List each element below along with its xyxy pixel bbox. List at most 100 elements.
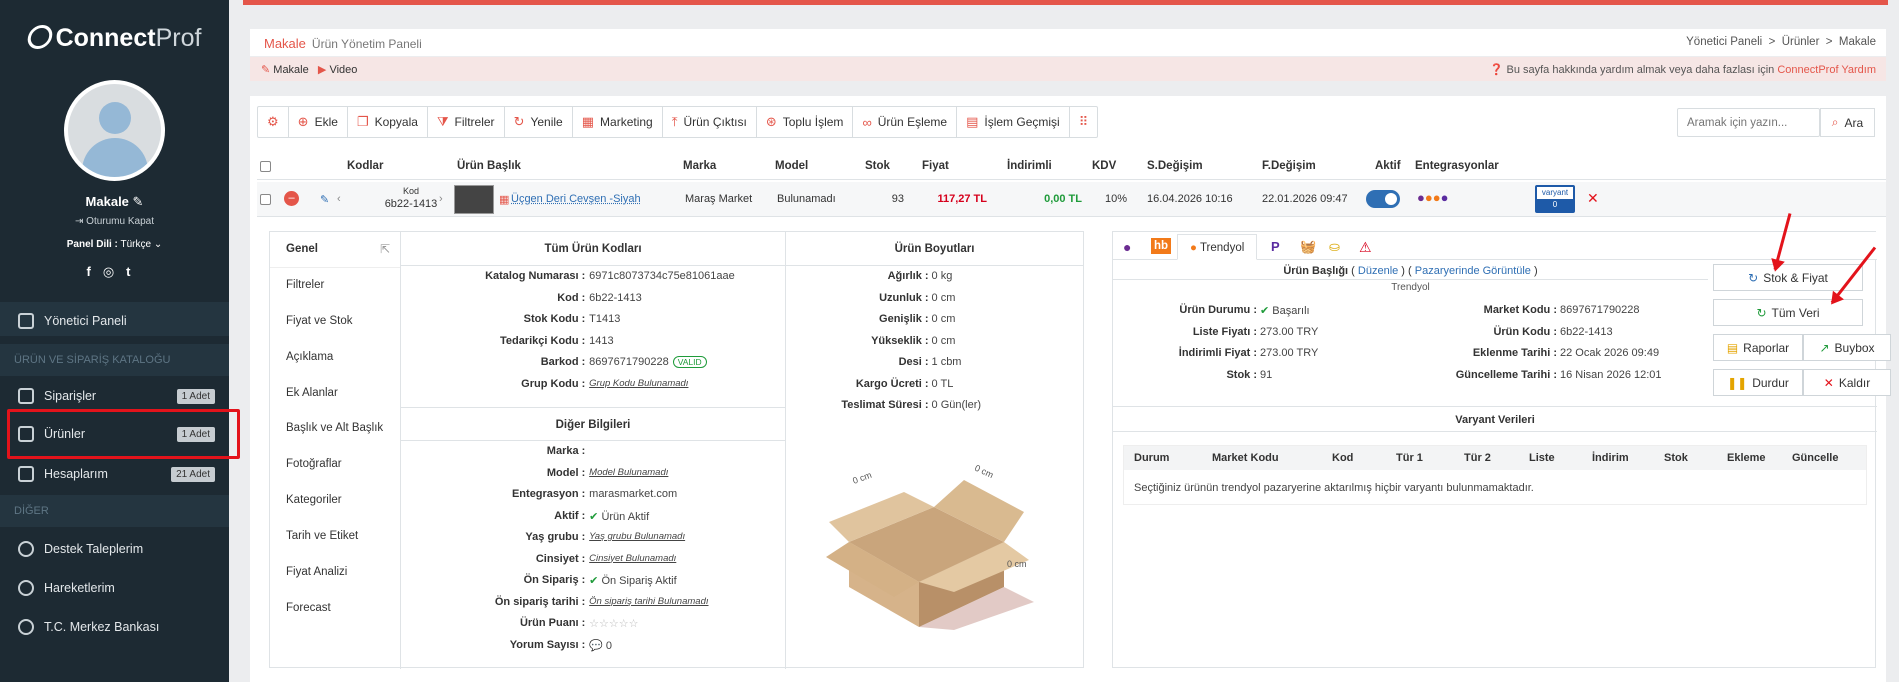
plus-icon: ⊕	[297, 114, 309, 129]
store-icon: ▦	[581, 114, 595, 129]
instagram-icon[interactable]: ◎	[102, 264, 127, 279]
video-link[interactable]: Video	[329, 64, 358, 76]
brand-logo[interactable]: ConnectProf	[0, 24, 229, 53]
variant-col-header[interactable]: Tür 1	[1396, 452, 1423, 464]
variant-col-header[interactable]: Durum	[1134, 452, 1170, 464]
tab-filtreler[interactable]: Filtreler	[286, 278, 325, 291]
sidebar-item-orders[interactable]: Siparişler 1 Adet	[0, 377, 229, 415]
sidebar-item-activity[interactable]: Hareketlerim	[0, 569, 229, 607]
active-toggle[interactable]	[1366, 190, 1400, 208]
col-brand[interactable]: Marka	[683, 160, 717, 172]
sidebar-item-dashboard[interactable]: Yönetici Paneli	[0, 302, 229, 340]
integration-icons[interactable]: ●●●●	[1417, 190, 1448, 205]
product-title-link[interactable]: Üçgen Deri Cevşen -Siyah	[511, 193, 641, 205]
add-button[interactable]: ⊕ Ekle	[289, 107, 348, 137]
sidebar-item-accounts[interactable]: Hesaplarım 21 Adet	[0, 455, 229, 493]
refresh-button[interactable]: ↻ Yenile	[505, 107, 573, 137]
reports-button[interactable]: ▤ Raporlar	[1713, 334, 1803, 361]
tab-forecast[interactable]: Forecast	[286, 601, 331, 614]
col-stock[interactable]: Stok	[865, 160, 890, 172]
help-link[interactable]: ConnectProf Yardım	[1777, 64, 1876, 76]
variant-col-header[interactable]: Ekleme	[1727, 452, 1766, 464]
logout-link[interactable]: ⇥ Oturumu Kapat	[75, 216, 154, 227]
main: Makale Ürün Yönetim Paneli Yönetici Panel…	[243, 0, 1891, 682]
breadcrumb-dashboard[interactable]: Yönetici Paneli	[1686, 36, 1763, 48]
tab-hb[interactable]: hb	[1151, 238, 1172, 254]
variant-col-header[interactable]: Kod	[1332, 452, 1354, 464]
settings-button[interactable]: ⚙	[258, 107, 289, 137]
tab-baslik[interactable]: Başlık ve Alt Başlık	[286, 422, 384, 435]
sidebar-item-products[interactable]: Ürünler 1 Adet	[0, 415, 229, 453]
chevron-left-icon[interactable]: ‹	[337, 193, 341, 205]
marketplace-tab-icon[interactable]: ●	[1123, 239, 1132, 255]
buybox-button[interactable]: ↗ Buybox	[1803, 334, 1891, 361]
search-input[interactable]	[1677, 108, 1820, 137]
row-checkbox[interactable]	[260, 194, 271, 205]
breadcrumb-products[interactable]: Ürünler	[1781, 36, 1820, 48]
sidebar-item-support[interactable]: Destek Taleplerim	[0, 530, 229, 568]
expand-icon[interactable]: ⇱	[380, 242, 391, 256]
col-modified[interactable]: S.Değişim	[1147, 160, 1203, 172]
delete-icon[interactable]: –	[284, 191, 299, 206]
sidebar-item-bank[interactable]: T.C. Merkez Bankası	[0, 608, 229, 646]
avatar[interactable]	[64, 80, 165, 181]
warning-tab-icon[interactable]: ⚠	[1359, 239, 1372, 255]
filters-button[interactable]: ⧩ Filtreler	[428, 107, 505, 137]
col-model[interactable]: Model	[775, 160, 809, 172]
select-all-checkbox[interactable]	[260, 161, 271, 172]
close-icon[interactable]: ✕	[1587, 190, 1599, 206]
bulk-button[interactable]: ⊛ Toplu İşlem	[757, 107, 854, 137]
tab-fiyat-stok[interactable]: Fiyat ve Stok	[286, 314, 353, 327]
col-pmodified[interactable]: F.Değişim	[1262, 160, 1316, 172]
match-button[interactable]: ∞ Ürün Eşleme	[853, 107, 958, 137]
marketing-button[interactable]: ▦ Marketing	[573, 107, 663, 137]
basket-tab-icon[interactable]: 🧺	[1300, 239, 1317, 254]
stop-button[interactable]: ❚❚ Durdur	[1713, 369, 1803, 396]
chevron-right-icon[interactable]: ›	[439, 193, 443, 205]
edit-link[interactable]: Düzenle	[1357, 265, 1399, 277]
stock-price-button[interactable]: ↻ Stok & Fiyat	[1713, 264, 1863, 291]
col-codes[interactable]: Kodlar	[347, 160, 384, 172]
col-price[interactable]: Fiyat	[922, 160, 949, 172]
refresh-icon: ↻	[1756, 305, 1767, 320]
remove-button[interactable]: ✕ Kaldır	[1803, 369, 1891, 396]
variant-col-header[interactable]: İndirim	[1592, 452, 1629, 464]
tab-tarih-etiket[interactable]: Tarih ve Etiket	[286, 530, 359, 543]
pazarama-tab-icon[interactable]: P	[1271, 239, 1280, 254]
search-button[interactable]: ⌕ Ara	[1820, 108, 1875, 137]
variant-col-header[interactable]: Stok	[1664, 452, 1688, 464]
col-integrations[interactable]: Entegrasyonlar	[1415, 160, 1499, 172]
variant-col-header[interactable]: Tür 2	[1464, 452, 1491, 464]
tab-aciklama[interactable]: Açıklama	[286, 350, 334, 363]
twitter-icon[interactable]: t	[126, 264, 143, 279]
col-active[interactable]: Aktif	[1375, 160, 1401, 172]
facebook-icon[interactable]: f	[86, 264, 103, 279]
view-link[interactable]: Pazaryerinde Görüntüle	[1414, 265, 1531, 277]
user-name[interactable]: Makale ✎	[85, 194, 144, 209]
row-modified: 16.04.2026 10:16	[1147, 193, 1233, 205]
coins-tab-icon[interactable]: ⛀	[1329, 239, 1340, 254]
col-title[interactable]: Ürün Başlık	[457, 160, 521, 172]
edit-icon[interactable]: ✎	[320, 194, 330, 206]
tab-genel[interactable]: Genel	[270, 232, 400, 268]
product-thumbnail[interactable]	[454, 185, 494, 214]
more-button[interactable]: ⠿	[1070, 107, 1098, 137]
history-button[interactable]: ▤ İşlem Geçmişi	[957, 107, 1070, 137]
col-discounted[interactable]: İndirimli	[1007, 160, 1052, 172]
copy-button[interactable]: ❐ Kopyala	[348, 107, 428, 137]
tab-ek-alanlar[interactable]: Ek Alanlar	[286, 386, 338, 399]
language-select[interactable]: Panel Dili : Türkçe ⌄	[66, 239, 163, 250]
variant-col-header[interactable]: Market Kodu	[1212, 452, 1279, 464]
variant-col-header[interactable]: Güncelle	[1792, 452, 1839, 464]
variant-badge[interactable]: varyant 0	[1535, 185, 1575, 213]
tab-trendyol[interactable]: ● Trendyol	[1177, 234, 1258, 260]
tab-kategoriler[interactable]: Kategoriler	[286, 494, 342, 507]
output-button[interactable]: ⤒ Ürün Çıktısı	[663, 107, 757, 137]
col-vat[interactable]: KDV	[1092, 160, 1117, 172]
tab-fotograflar[interactable]: Fotoğraflar	[286, 458, 342, 471]
variant-col-header[interactable]: Liste	[1529, 452, 1555, 464]
makale-link[interactable]: Makale	[273, 64, 309, 76]
edit-icon[interactable]: ✎	[132, 194, 144, 209]
tab-fiyat-analizi[interactable]: Fiyat Analizi	[286, 566, 348, 579]
table-row[interactable]: – ✎ ‹ Kod 6b22-1413 › ▦ Üçgen Deri Cevşe…	[257, 182, 1886, 217]
